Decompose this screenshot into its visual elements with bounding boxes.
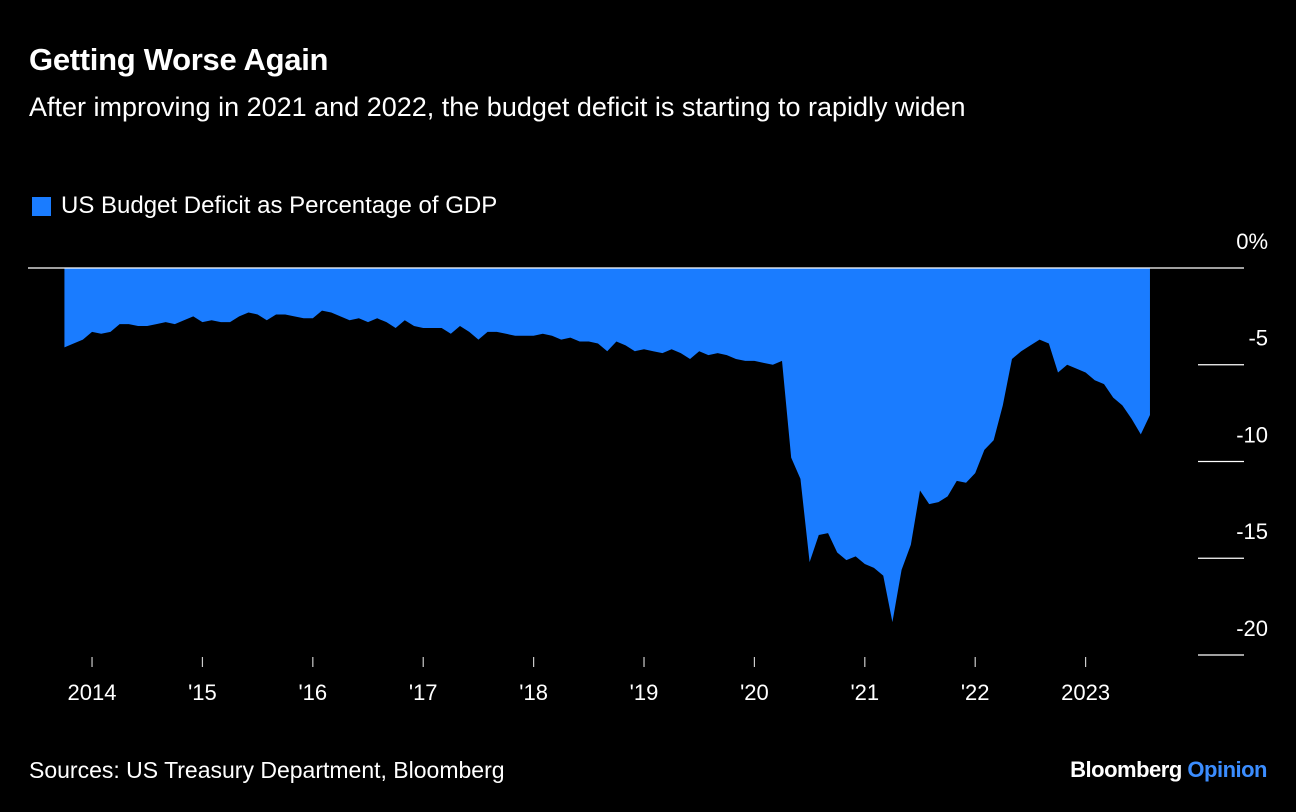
x-tick-label: '19 xyxy=(630,680,659,705)
area xyxy=(64,268,1150,623)
y-tick-label: -5 xyxy=(1248,326,1268,351)
x-tick-label: '18 xyxy=(519,680,548,705)
x-tick-label: '15 xyxy=(188,680,217,705)
logo-text: Bloomberg xyxy=(1070,757,1182,782)
x-tick-label: 2014 xyxy=(68,680,117,705)
y-tick-label: 0% xyxy=(1236,229,1268,254)
legend-swatch xyxy=(32,196,51,216)
legend-label: US Budget Deficit as Percentage of GDP xyxy=(61,192,498,219)
x-tick-label: '16 xyxy=(298,680,327,705)
source-note: Sources: US Treasury Department, Bloombe… xyxy=(29,757,505,783)
logo: Bloomberg Opinion xyxy=(1070,757,1267,783)
y-tick-label: -20 xyxy=(1236,616,1268,641)
x-tick-label: 2023 xyxy=(1061,680,1110,705)
y-tick-label: -15 xyxy=(1236,519,1268,544)
x-tick-label: '20 xyxy=(740,680,769,705)
chart: 0% -5 -10 -15 -20 2014 '15 '16 '17 '18 '19 '20 '21 '2… xyxy=(28,229,1268,705)
chart-subtitle: After improving in 2021 and 2022, the bu… xyxy=(29,92,966,122)
x-tick-label: '21 xyxy=(850,680,879,705)
x-tick-label: '17 xyxy=(409,680,438,705)
y-tick-label: -10 xyxy=(1236,422,1268,447)
legend: US Budget Deficit as Percentage of GDP xyxy=(32,192,497,220)
logo-highlight: Opinion xyxy=(1187,757,1267,782)
x-tick-label: '22 xyxy=(961,680,990,705)
chart-title: Getting Worse Again xyxy=(29,42,329,77)
